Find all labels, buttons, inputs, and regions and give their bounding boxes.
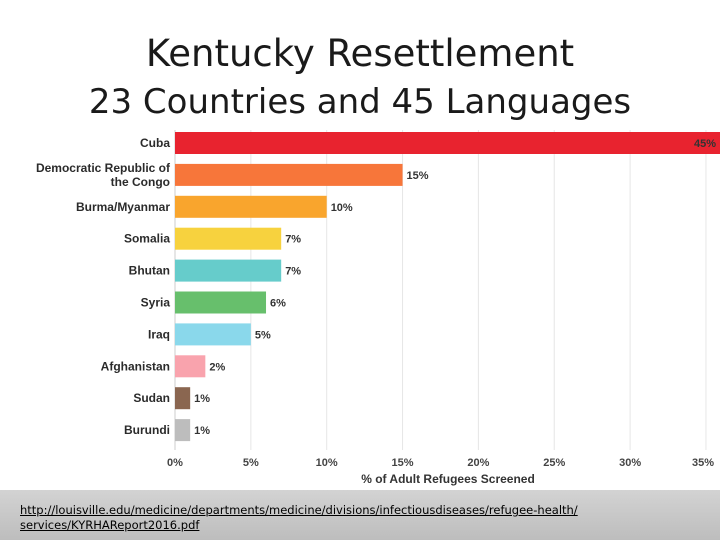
x-tick-label: 30% <box>619 457 641 469</box>
value-label: 1% <box>194 393 210 405</box>
x-tick-label: 0% <box>167 457 183 469</box>
value-label: 6% <box>270 298 286 310</box>
bar <box>175 323 251 346</box>
footer-bar: http://louisville.edu/medicine/departmen… <box>0 490 720 540</box>
bar <box>175 132 720 154</box>
value-label: 15% <box>407 170 429 182</box>
bar <box>175 387 191 410</box>
x-axis-label: % of Adult Refugees Screened <box>361 472 535 486</box>
x-tick-label: 20% <box>467 457 489 469</box>
bar <box>175 163 403 186</box>
category-label: the Congo <box>111 175 170 189</box>
value-label: 1% <box>194 425 210 437</box>
category-label: Afghanistan <box>101 359 170 373</box>
value-label: 45% <box>694 138 716 150</box>
value-label: 7% <box>285 234 301 246</box>
value-labels: 45% 15% 10% 7% 7% 6% 5% 2% 1% 1% <box>194 138 716 437</box>
bar <box>175 195 327 218</box>
value-label: 5% <box>255 329 271 341</box>
x-tick-label: 10% <box>316 457 338 469</box>
x-tick-label: 5% <box>243 457 259 469</box>
bar <box>175 259 282 282</box>
slide-subtitle: 23 Countries and 45 Languages <box>88 82 632 122</box>
category-label: Democratic Republic of <box>36 161 171 175</box>
bar <box>175 227 282 250</box>
value-label: 10% <box>331 202 353 214</box>
x-tick-labels: 0% 5% 10% 15% 20% 25% 30% 35% <box>167 457 714 469</box>
category-label: Bhutan <box>129 264 170 278</box>
x-tick-label: 25% <box>543 457 565 469</box>
bar <box>175 355 206 378</box>
category-label: Syria <box>141 296 171 310</box>
value-label: 7% <box>285 266 301 278</box>
category-label: Sudan <box>133 391 170 405</box>
value-label: 2% <box>209 361 225 373</box>
source-link[interactable]: http://louisville.edu/medicine/departmen… <box>20 503 578 532</box>
category-label: Cuba <box>140 136 170 150</box>
category-label: Iraq <box>148 327 170 341</box>
bars <box>175 132 720 442</box>
slide-title: Kentucky Resettlement <box>145 32 575 75</box>
x-tick-label: 15% <box>392 457 414 469</box>
x-tick-label: 35% <box>692 457 714 469</box>
bar <box>175 291 267 314</box>
category-label: Somalia <box>124 232 170 246</box>
gridlines <box>250 130 707 450</box>
category-label: Burundi <box>124 423 170 437</box>
bar <box>175 419 191 442</box>
category-label: Burma/Myanmar <box>76 200 170 214</box>
